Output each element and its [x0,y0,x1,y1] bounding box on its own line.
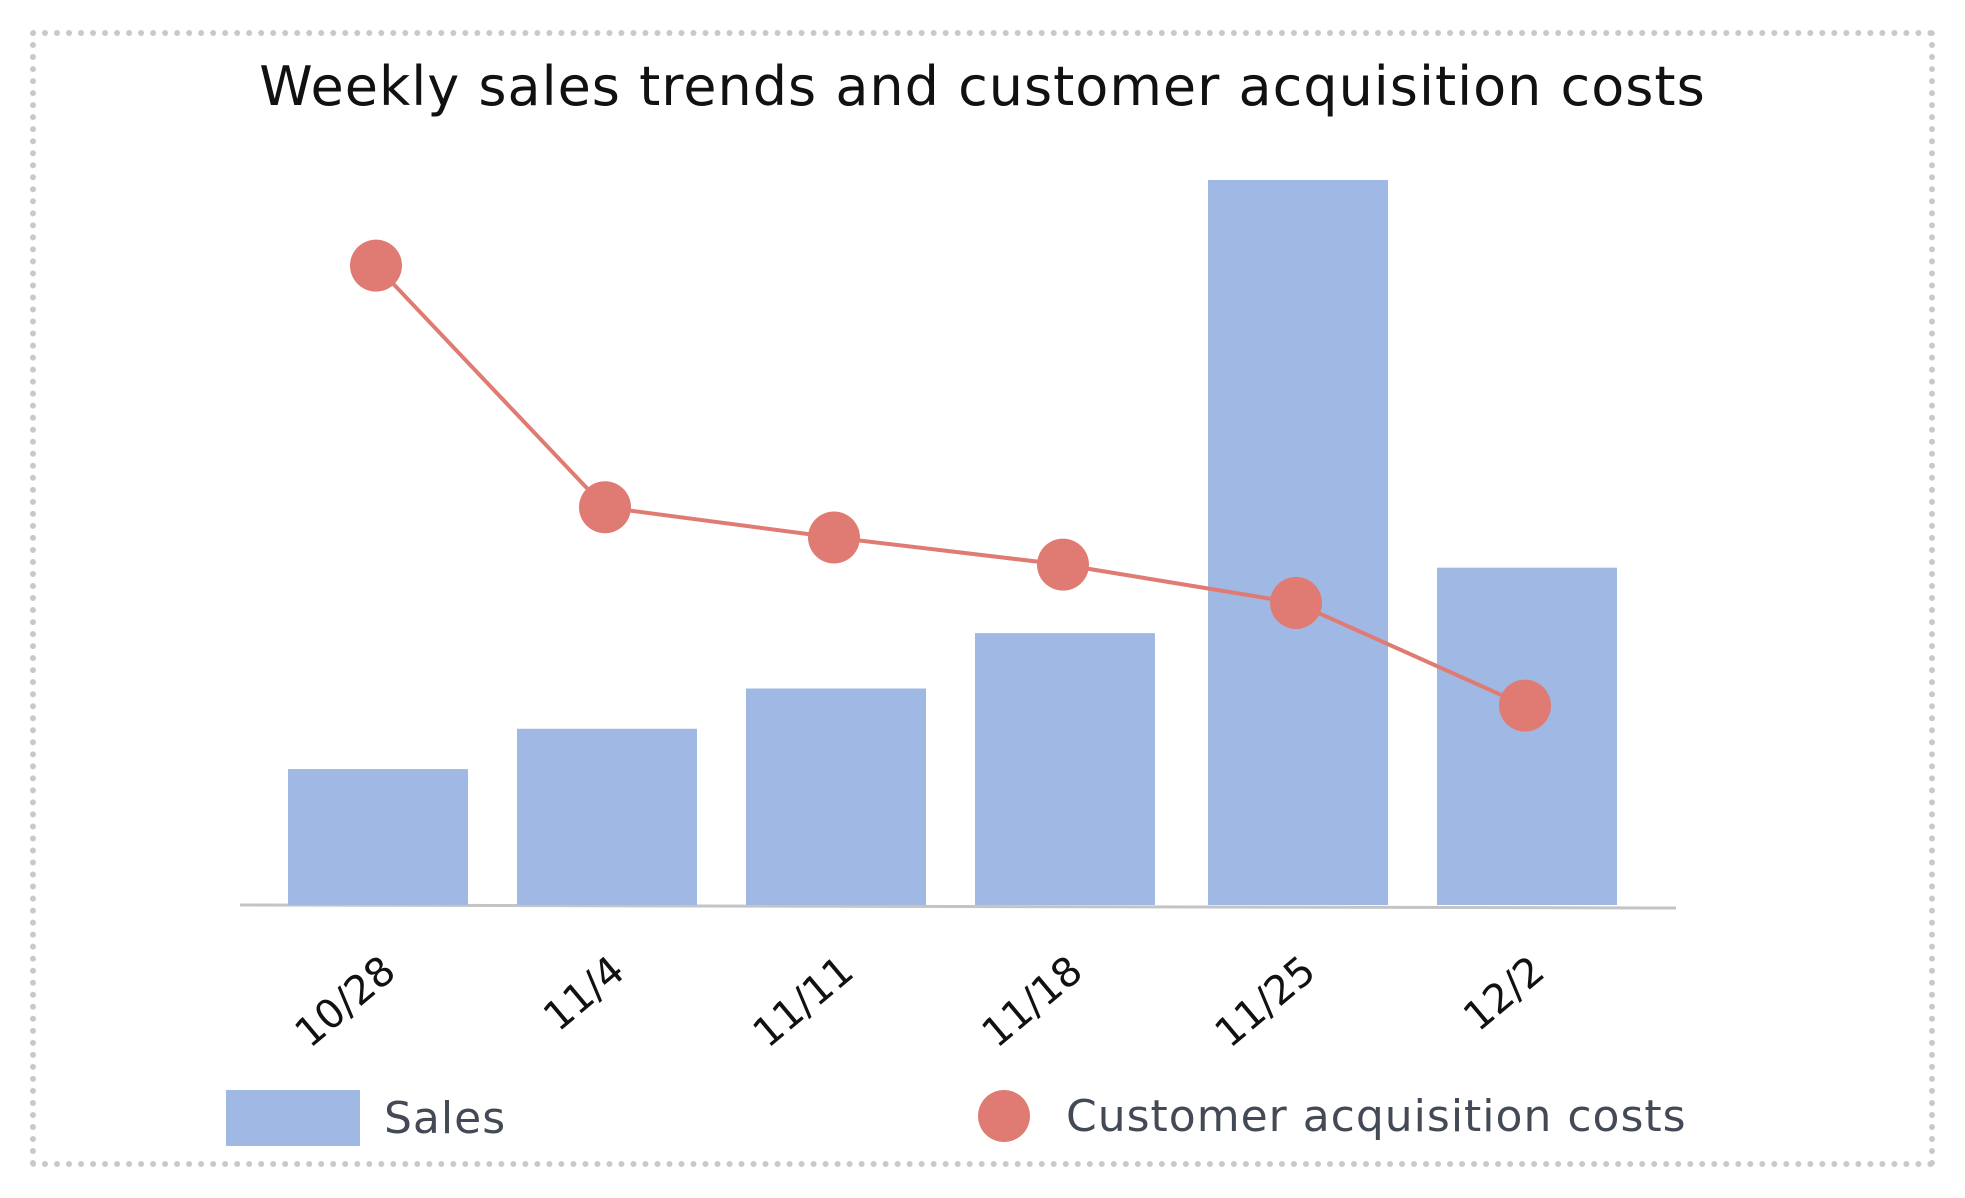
bar-11-25 [1208,180,1388,905]
legend-label-cac: Customer acquisition costs [1066,1090,1687,1142]
legend-item-cac: Customer acquisition costs [978,1090,1687,1142]
chart-frame [30,30,1935,1167]
line-series [350,239,1551,732]
bar-10-28 [288,769,468,905]
legend-swatch-cac [978,1090,1030,1142]
cac-point-11-4 [579,481,631,534]
bar-11-18 [975,633,1155,905]
bar-11-4 [517,728,697,905]
cac-point-11-25 [1270,576,1322,629]
bar-12-2 [1437,567,1617,905]
cac-point-12-2 [1499,679,1551,732]
x-tick-label: 11/11 [745,947,863,1056]
legend-item-sales: Sales [226,1090,506,1146]
x-tick-label: 12/2 [1455,947,1553,1040]
x-axis-line [239,903,1677,910]
x-tick-label: 11/4 [535,947,633,1040]
x-tick-label: 11/25 [1207,947,1325,1056]
bar-11-11 [746,688,926,905]
cac-line [374,264,1526,708]
bar-series [288,180,1617,905]
legend-label-sales: Sales [384,1092,507,1144]
chart-title: Weekly sales trends and customer acquisi… [259,55,1706,118]
legend-swatch-sales [226,1090,360,1146]
cac-point-11-18 [1037,538,1089,591]
cac-point-10-28 [350,239,402,292]
cac-point-11-11 [808,511,860,564]
x-tick-label: 10/28 [287,947,405,1056]
x-tick-label: 11/18 [974,947,1092,1056]
x-tick-labels: 10/28 11/4 11/11 11/18 11/25 12/2 [287,947,1554,1056]
